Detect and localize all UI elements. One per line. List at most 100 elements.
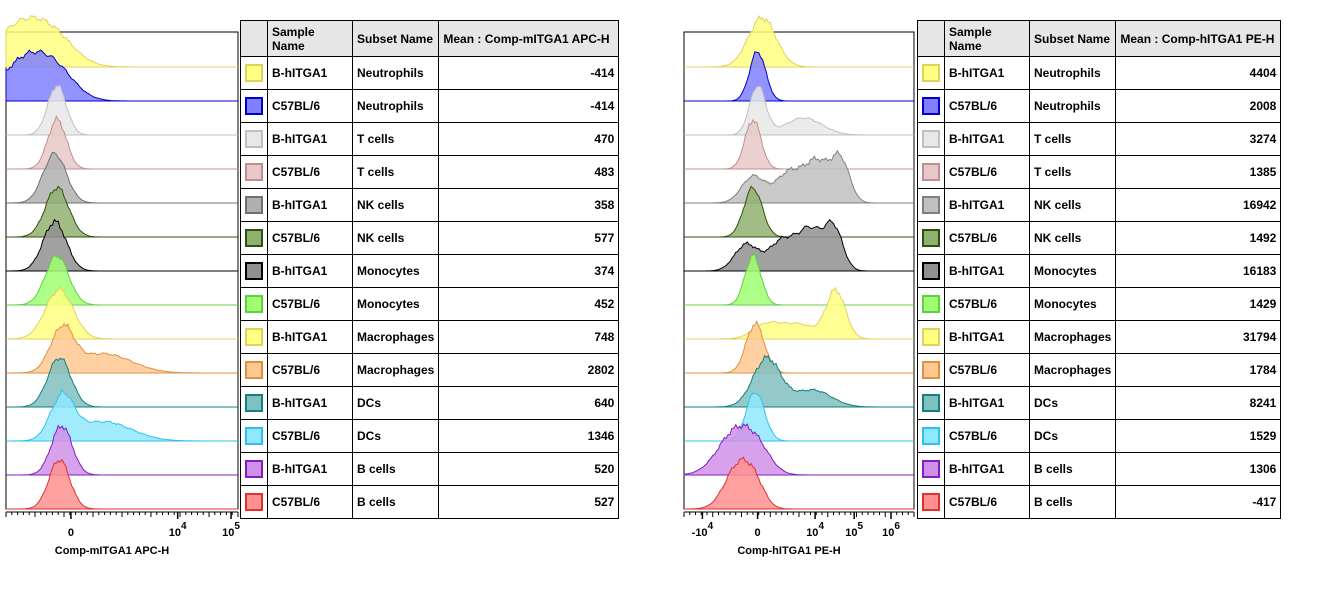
legend-sample-name: C57BL/6: [267, 419, 353, 453]
legend-subset-name: Monocytes: [351, 287, 440, 321]
legend-header-subset: Subset Name: [351, 20, 440, 57]
legend-swatch: [245, 130, 263, 148]
legend-subset-name: NK cells: [1028, 188, 1117, 222]
legend-subset-name: DCs: [1028, 386, 1117, 420]
legend-swatch-cell: [917, 386, 945, 420]
legend-row: B-hITGA1 DCs 8241: [917, 386, 1282, 420]
legend-mean-value: 640: [438, 386, 620, 420]
histogram-b-hitga1-macrophages: [684, 286, 914, 340]
legend-mean-value: 3274: [1115, 122, 1282, 156]
legend-row: C57BL/6 Neutrophils -414: [240, 89, 620, 123]
histogram-b-hitga1-b-cells: [683, 423, 914, 476]
legend-mean-value: 1385: [1115, 155, 1282, 189]
legend-sample-name: B-hITGA1: [267, 122, 353, 156]
legend-header-sample: Sample Name: [267, 20, 353, 57]
legend-row: B-hITGA1 Monocytes 374: [240, 254, 620, 288]
legend-subset-name: Monocytes: [1028, 254, 1117, 288]
legend-sample-name: C57BL/6: [267, 353, 353, 387]
legend-subset-name: Monocytes: [1028, 287, 1117, 321]
legend-mean-value: 483: [438, 155, 620, 189]
legend-mean-value: 1429: [1115, 287, 1282, 321]
legend-swatch: [245, 64, 263, 82]
legend-header-sample: Sample Name: [944, 20, 1030, 57]
legend-swatch: [245, 328, 263, 346]
legend-swatch-cell: [240, 452, 268, 486]
legend-swatch: [922, 229, 940, 247]
legend-subset-name: Neutrophils: [351, 56, 440, 90]
legend-row: B-hITGA1 Neutrophils -414: [240, 56, 620, 90]
legend-swatch: [245, 295, 263, 313]
x-tick-label: 104: [806, 521, 824, 539]
legend-swatch-cell: [240, 254, 268, 288]
legend-subset-name: Macrophages: [351, 320, 440, 354]
legend-row: C57BL/6 NK cells 577: [240, 221, 620, 255]
legend-swatch: [245, 163, 263, 181]
x-tick-label: 106: [882, 521, 900, 539]
legend-sample-name: B-hITGA1: [267, 386, 353, 420]
legend-swatch-cell: [240, 419, 268, 453]
legend-swatch: [922, 97, 940, 115]
legend-swatch-cell: [917, 155, 945, 189]
legend-subset-name: DCs: [351, 386, 440, 420]
legend-subset-name: Macrophages: [1028, 320, 1117, 354]
legend-swatch-cell: [240, 155, 268, 189]
legend-row: C57BL/6 T cells 483: [240, 155, 620, 189]
legend-subset-name: DCs: [351, 419, 440, 453]
legend-swatch-cell: [917, 56, 945, 90]
legend-header-mean: Mean : Comp-hITGA1 PE-H: [1115, 20, 1282, 57]
x-tick-label: 105: [222, 521, 240, 539]
histogram-b-hitga1-monocytes: [684, 218, 914, 272]
legend-row: C57BL/6 DCs 1346: [240, 419, 620, 453]
legend-sample-name: B-hITGA1: [267, 188, 353, 222]
legend-swatch: [922, 394, 940, 412]
legend-subset-name: T cells: [351, 155, 440, 189]
legend-subset-name: Neutrophils: [1028, 56, 1117, 90]
legend-swatch: [922, 262, 940, 280]
legend-sample-name: B-hITGA1: [267, 254, 353, 288]
legend-row: B-hITGA1 T cells 3274: [917, 122, 1282, 156]
legend-swatch: [245, 97, 263, 115]
legend-mean-value: 577: [438, 221, 620, 255]
x-axis-title: Comp-mITGA1 APC-H: [55, 545, 170, 557]
legend-swatch-cell: [240, 89, 268, 123]
legend-subset-name: NK cells: [1028, 221, 1117, 255]
legend-sample-name: C57BL/6: [944, 353, 1030, 387]
histogram-plot-apc: 0 104 105 Comp-mITGA1 APC-H: [5, 15, 240, 557]
legend-row: B-hITGA1 Monocytes 16183: [917, 254, 1282, 288]
legend-sample-name: C57BL/6: [944, 89, 1030, 123]
legend-swatch: [245, 229, 263, 247]
legend-subset-name: Neutrophils: [351, 89, 440, 123]
legend-mean-value: 31794: [1115, 320, 1282, 354]
legend-row: B-hITGA1 B cells 520: [240, 452, 620, 486]
histogram-plot-pe: -104 0 104 105 106 Comp-hITGA1 PE-H: [683, 14, 915, 557]
legend-sample-name: C57BL/6: [944, 419, 1030, 453]
legend-swatch: [922, 361, 940, 379]
legend-row: B-hITGA1 DCs 640: [240, 386, 620, 420]
legend-swatch-cell: [240, 188, 268, 222]
legend-sample-name: B-hITGA1: [944, 320, 1030, 354]
legend-swatch: [245, 460, 263, 478]
legend-swatch: [922, 295, 940, 313]
legend-table-apc: Sample Name Subset Name Mean : Comp-mITG…: [240, 20, 620, 519]
legend-row: C57BL/6 Monocytes 1429: [917, 287, 1282, 321]
legend-mean-value: 4404: [1115, 56, 1282, 90]
legend-header-mean: Mean : Comp-mITGA1 APC-H: [438, 20, 620, 57]
legend-sample-name: B-hITGA1: [944, 122, 1030, 156]
histogram-b-hitga1-neutrophils: [684, 14, 914, 68]
x-tick-label: 104: [169, 521, 187, 539]
legend-sample-name: B-hITGA1: [944, 452, 1030, 486]
legend-mean-value: 1529: [1115, 419, 1282, 453]
legend-row: B-hITGA1 Neutrophils 4404: [917, 56, 1282, 90]
legend-swatch: [922, 427, 940, 445]
legend-subset-name: DCs: [1028, 419, 1117, 453]
legend-swatch-cell: [917, 122, 945, 156]
legend-row: B-hITGA1 Macrophages 31794: [917, 320, 1282, 354]
legend-swatch-cell: [917, 89, 945, 123]
legend-row: B-hITGA1 T cells 470: [240, 122, 620, 156]
legend-swatch-cell: [917, 254, 945, 288]
legend-swatch: [245, 493, 263, 511]
legend-sample-name: B-hITGA1: [267, 452, 353, 486]
x-axis-title: Comp-hITGA1 PE-H: [737, 545, 840, 557]
legend-subset-name: Monocytes: [351, 254, 440, 288]
histogram-b-hitga1-nk-cells: [684, 149, 914, 204]
